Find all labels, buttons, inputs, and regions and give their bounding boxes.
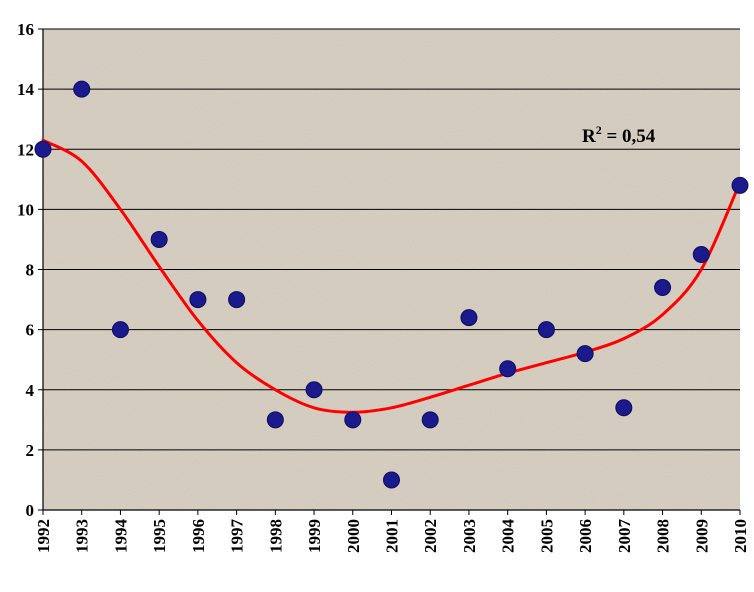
axes [38, 28, 741, 515]
y-tick-label: 16 [17, 20, 34, 39]
data-point [731, 176, 749, 194]
x-tick-label: 2001 [383, 519, 402, 553]
data-point [692, 245, 710, 263]
x-tick-labels: 1992 1993 1994 1995 1996 1997 1998 1999 2000 2001… [34, 519, 750, 554]
r-squared-annotation: R2 = 0,54 [582, 123, 656, 147]
data-point [654, 279, 672, 297]
y-tick-label: 8 [26, 261, 35, 280]
y-tick-label: 2 [26, 441, 35, 460]
x-tick-label: 2008 [654, 519, 673, 553]
annotation-base: R [582, 126, 596, 147]
data-point [228, 291, 246, 309]
x-tick-label: 1992 [34, 519, 53, 553]
x-tick-label: 2007 [615, 519, 634, 554]
x-tick-label: 1993 [73, 519, 92, 553]
gridlines [43, 28, 740, 451]
x-tick-label: 1998 [266, 519, 285, 553]
x-tick-label: 2010 [731, 519, 750, 553]
x-tick-label: 2006 [576, 519, 595, 553]
data-point [266, 411, 284, 429]
annotation-value: = 0,54 [602, 126, 656, 147]
x-tick-label: 1997 [228, 519, 247, 554]
x-tick-label: 1995 [150, 519, 169, 553]
data-point [383, 471, 400, 489]
y-tick-label: 0 [26, 501, 35, 520]
y-tick-label: 14 [17, 80, 35, 99]
y-tick-labels: 0 2 4 6 8 10 12 14 16 [17, 20, 35, 520]
data-point [305, 381, 323, 399]
data-point [189, 291, 207, 309]
data-point [460, 309, 478, 327]
data-point [615, 399, 633, 417]
data-point [576, 345, 594, 363]
data-point [537, 321, 555, 339]
data-point [73, 80, 91, 98]
data-point [344, 411, 362, 429]
data-point [499, 360, 517, 378]
x-tick-label: 1999 [305, 519, 324, 553]
y-tick-label: 12 [17, 140, 34, 159]
data-point [111, 321, 129, 339]
data-point [421, 411, 439, 429]
x-tick-label: 1994 [111, 519, 130, 554]
trendline-layer [41, 138, 742, 414]
x-tick-label: 2002 [421, 519, 440, 553]
x-tick-label: 2009 [692, 519, 711, 553]
data-point [150, 230, 168, 248]
x-tick-label: 2004 [499, 519, 518, 554]
data-points [34, 80, 749, 489]
x-tick-label: 2005 [537, 519, 556, 553]
y-tick-label: 6 [26, 321, 35, 340]
annotation-superscript: 2 [596, 123, 602, 137]
y-tick-label: 4 [26, 381, 35, 400]
trendline [41, 138, 742, 414]
y-tick-label: 10 [17, 200, 34, 219]
x-tick-label: 1996 [189, 519, 208, 553]
x-tick-label: 2003 [460, 519, 479, 553]
data-point [34, 140, 52, 158]
x-tick-label: 2000 [344, 519, 363, 553]
